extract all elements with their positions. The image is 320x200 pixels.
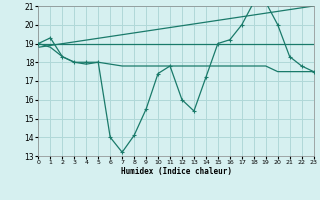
X-axis label: Humidex (Indice chaleur): Humidex (Indice chaleur) <box>121 167 231 176</box>
